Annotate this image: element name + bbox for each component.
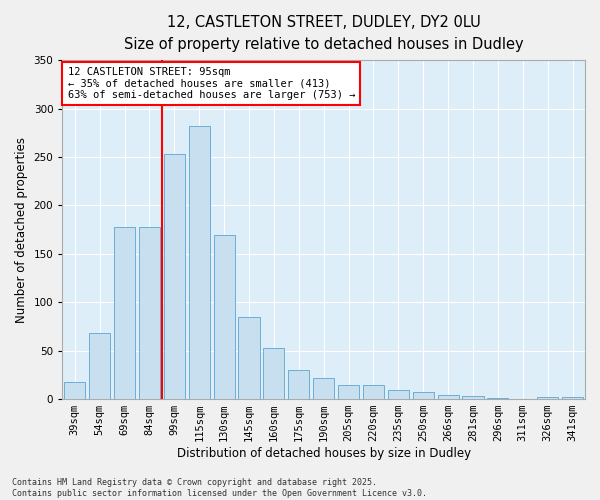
Bar [164,154,185,399]
Bar [114,227,135,399]
Bar [313,378,334,399]
Bar [139,227,160,399]
Bar [64,382,85,399]
Bar [562,397,583,399]
Bar [537,397,558,399]
Bar [413,392,434,399]
X-axis label: Distribution of detached houses by size in Dudley: Distribution of detached houses by size … [176,447,471,460]
Bar [338,384,359,399]
Bar [363,384,384,399]
Bar [437,395,458,399]
Bar [89,334,110,399]
Text: 12 CASTLETON STREET: 95sqm
← 35% of detached houses are smaller (413)
63% of sem: 12 CASTLETON STREET: 95sqm ← 35% of deta… [68,67,355,100]
Bar [463,396,484,399]
Title: 12, CASTLETON STREET, DUDLEY, DY2 0LU
Size of property relative to detached hous: 12, CASTLETON STREET, DUDLEY, DY2 0LU Si… [124,15,523,52]
Bar [288,370,310,399]
Bar [487,398,508,399]
Bar [238,317,260,399]
Text: Contains HM Land Registry data © Crown copyright and database right 2025.
Contai: Contains HM Land Registry data © Crown c… [12,478,427,498]
Bar [188,126,210,399]
Y-axis label: Number of detached properties: Number of detached properties [15,136,28,322]
Bar [263,348,284,399]
Bar [388,390,409,399]
Bar [214,234,235,399]
